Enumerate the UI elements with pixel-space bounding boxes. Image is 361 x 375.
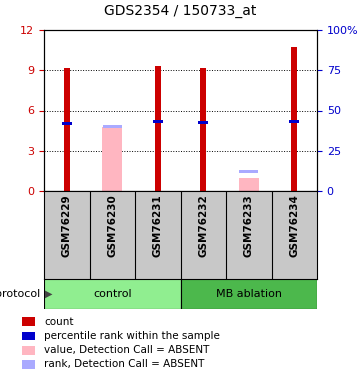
Bar	[64, 68, 70, 191]
Text: MB ablation: MB ablation	[216, 289, 282, 299]
Text: percentile rank within the sample: percentile rank within the sample	[44, 331, 220, 341]
Bar	[102, 127, 122, 191]
Bar	[239, 170, 258, 173]
Bar	[289, 120, 299, 123]
Text: GSM76233: GSM76233	[244, 195, 254, 257]
Bar	[103, 125, 122, 128]
Text: GSM76230: GSM76230	[107, 195, 117, 257]
Bar	[44, 279, 180, 309]
Bar	[22, 346, 35, 354]
Bar	[153, 120, 163, 123]
Bar	[291, 48, 297, 191]
Text: rank, Detection Call = ABSENT: rank, Detection Call = ABSENT	[44, 360, 205, 369]
Text: GSM76234: GSM76234	[289, 195, 299, 257]
Bar	[200, 68, 206, 191]
Text: protocol: protocol	[0, 289, 40, 299]
Text: GDS2354 / 150733_at: GDS2354 / 150733_at	[104, 4, 257, 18]
Bar	[62, 123, 72, 125]
Bar	[239, 178, 259, 191]
Text: GSM76229: GSM76229	[62, 195, 72, 257]
Bar	[155, 66, 161, 191]
Text: control: control	[93, 289, 131, 299]
Text: GSM76231: GSM76231	[153, 195, 163, 257]
Text: value, Detection Call = ABSENT: value, Detection Call = ABSENT	[44, 345, 210, 355]
Bar	[22, 317, 35, 326]
Bar	[198, 121, 208, 124]
Bar	[22, 360, 35, 369]
Bar	[180, 279, 317, 309]
Text: count: count	[44, 316, 74, 327]
Text: GSM76232: GSM76232	[198, 195, 208, 257]
Bar	[22, 332, 35, 340]
Text: ▶: ▶	[45, 289, 53, 299]
